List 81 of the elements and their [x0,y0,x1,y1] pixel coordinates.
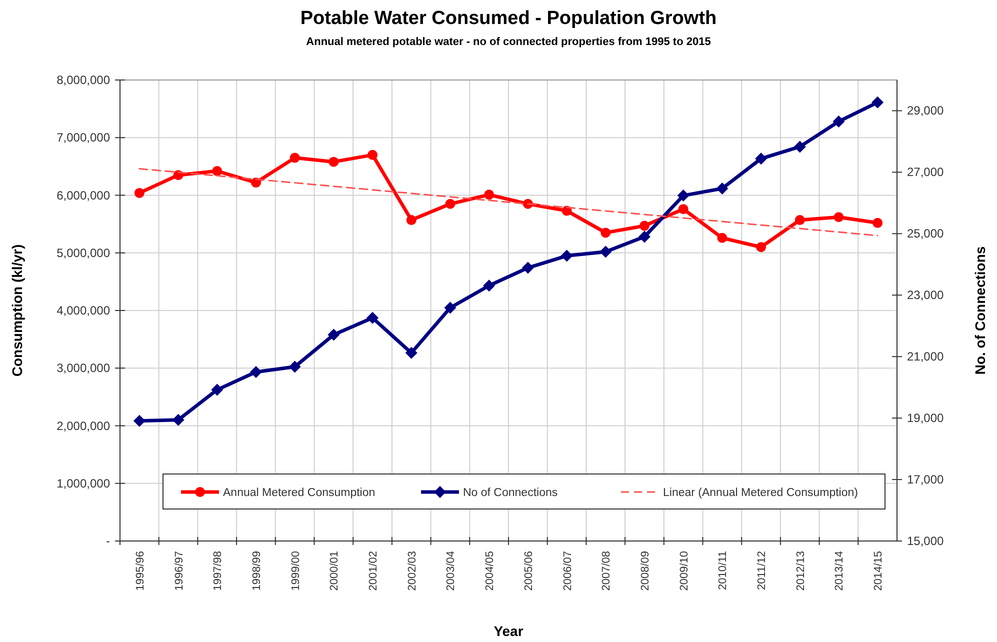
y2-tick-label: 29,000 [907,104,944,118]
point [872,96,884,108]
legend-label: Linear (Annual Metered Consumption) [663,487,858,499]
y-tick-label: 7,000,000 [56,130,110,145]
point [756,242,766,252]
point [794,215,805,226]
x-tick-label: 2001/02 [368,551,380,591]
point [328,156,339,167]
x-tick-label: 2005/06 [522,551,535,591]
point [405,346,418,359]
point [717,232,728,243]
point [755,152,768,165]
x-tick-label: 2003/04 [445,551,458,591]
x-tick-label: 2004/05 [484,551,496,591]
point [133,414,146,427]
y-tick-label: 8,000,000 [56,73,110,87]
point [445,198,456,209]
point [288,360,301,373]
point [172,414,184,426]
x-tick-label: 2011/12 [756,551,768,590]
point [678,204,688,214]
x-tick-label: 1998/99 [250,551,263,591]
y2-axis-title: No. of Connections [972,246,988,375]
y2-tick-label: 23,000 [907,288,944,302]
x-tick-label: 1996/97 [173,551,186,591]
x-tick-label: 1995/96 [134,551,146,591]
x-tick-label: 1999/00 [290,551,302,591]
y-tick-label: 2,000,000 [56,418,110,433]
point [639,220,650,231]
x-axis-title: Year [494,623,524,639]
point [134,188,144,198]
point [250,366,262,378]
y2-tick-label: 17,000 [907,472,944,487]
x-tick-label: 2006/07 [562,551,574,591]
y2-tick-label: 15,000 [907,534,944,548]
legend-label: Annual Metered Consumption [223,487,376,499]
point [638,230,650,243]
x-tick-label: 2007/08 [600,551,613,591]
point [872,218,883,228]
point [522,262,534,274]
x-tick-label: 2008/09 [639,551,652,591]
legend-label: No of Connections [463,487,558,499]
point [560,250,573,262]
point [484,190,494,200]
point [406,215,416,226]
point [832,115,845,128]
point [290,152,300,163]
point [211,384,224,396]
point [483,280,496,292]
y-tick-label: 3,000,000 [56,361,110,376]
x-tick-label: 2002/03 [406,551,418,591]
point [677,190,690,202]
y-tick-label: 5,000,000 [56,246,110,260]
point [328,328,340,341]
y-tick-label: 6,000,000 [56,188,110,202]
point [600,246,612,258]
y2-tick-label: 19,000 [907,411,944,426]
chart-title: Potable Water Consumed - Population Growth [300,8,717,29]
y-tick-label: - [106,534,110,548]
y2-tick-label: 27,000 [907,165,944,180]
chart-subtitle: Annual metered potable water - no of connected properties from 1995 to 2015 [306,36,711,48]
y-tick-label: 1,000,000 [56,476,110,490]
x-tick-label: 2014/15 [872,551,885,591]
point [212,166,222,176]
point [444,302,456,314]
x-tick-label: 2012/13 [794,551,807,591]
point [600,228,611,238]
x-tick-label: 2013/14 [834,551,846,591]
point [366,312,379,324]
x-tick-label: 2000/01 [328,551,341,591]
y2-tick-label: 21,000 [907,350,944,364]
x-tick-label: 1997/98 [212,551,224,591]
point [368,150,378,160]
x-tick-label: 2010/11 [717,551,730,590]
point [834,212,844,222]
point [716,182,728,194]
y-axis-title: Consumption (kl/yr) [9,244,25,377]
point [794,140,806,153]
y-tick-label: 4,000,000 [56,304,110,318]
x-tick-label: 2009/10 [678,551,690,591]
y2-tick-label: 25,000 [907,226,944,241]
